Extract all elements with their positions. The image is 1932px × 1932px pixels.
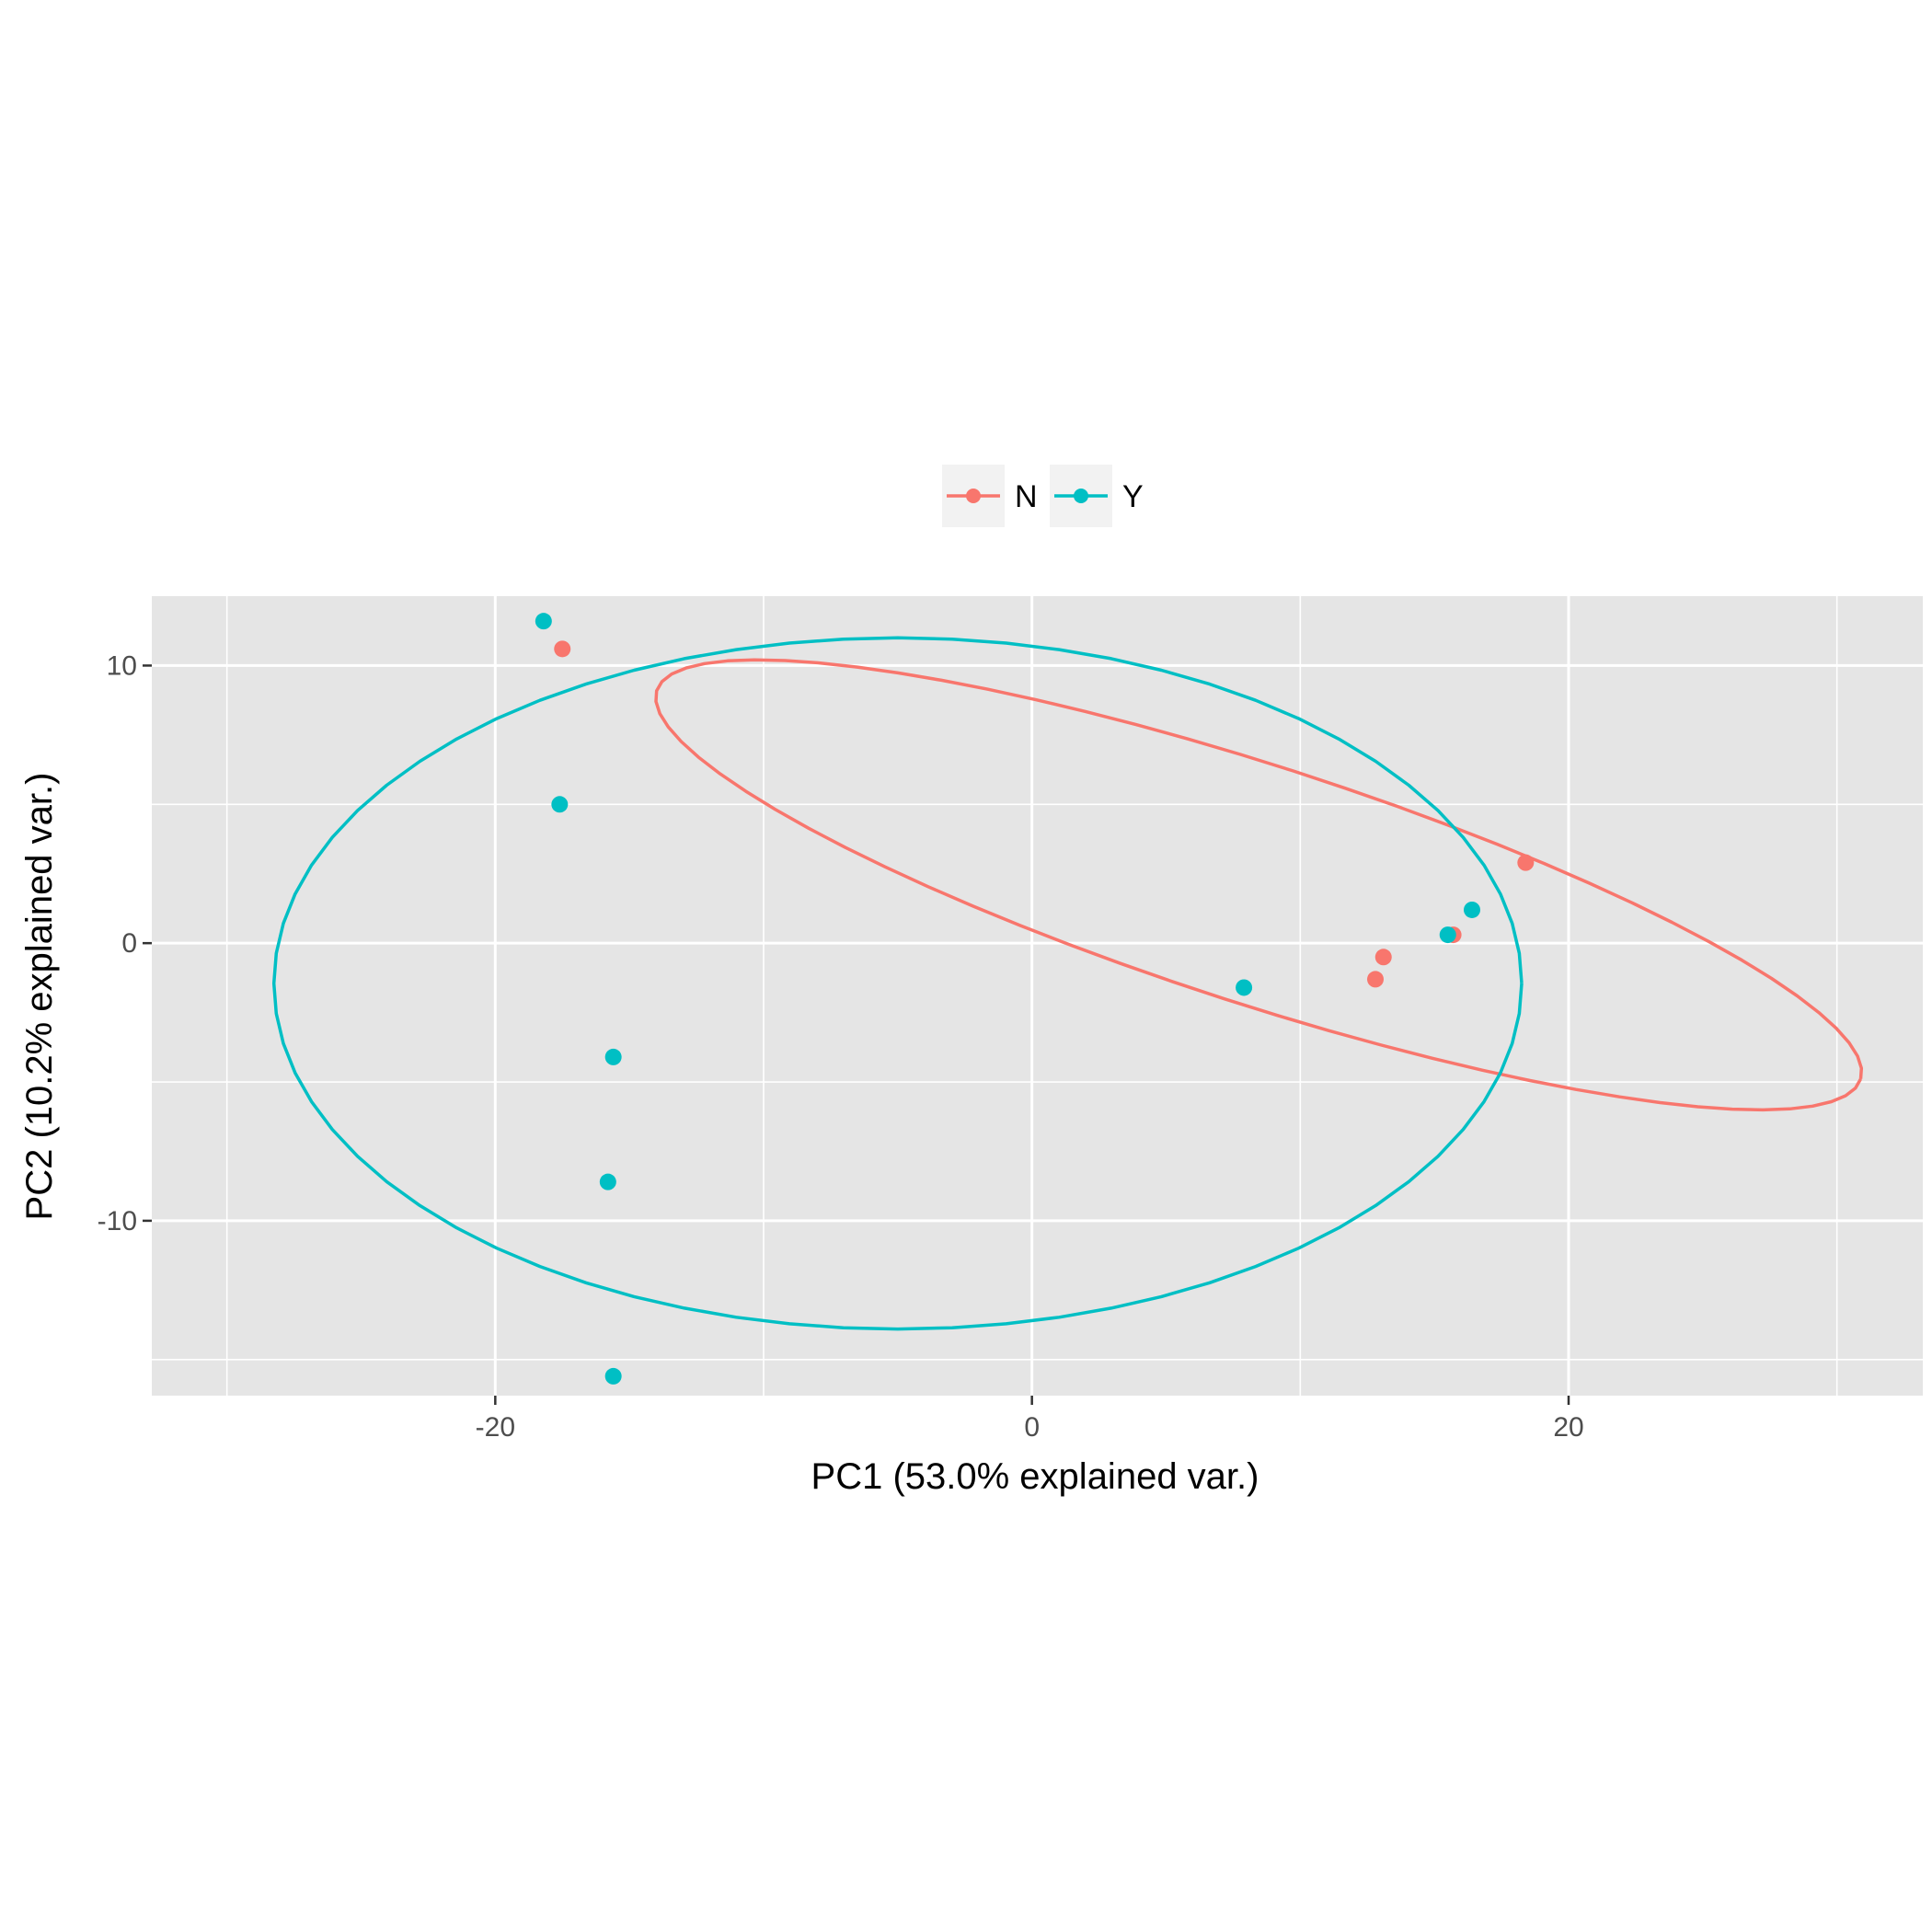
data-point-y <box>1236 979 1253 996</box>
data-point-n <box>554 640 571 658</box>
x-tick-label: -20 <box>476 1412 515 1443</box>
x-axis-title: PC1 (53.0% explained var.) <box>811 1456 1259 1497</box>
data-point-n <box>1367 971 1384 988</box>
legend: N Y <box>942 465 1144 527</box>
y-axis: -10 0 10 <box>98 650 152 1236</box>
x-tick-label: 0 <box>1024 1412 1040 1443</box>
plot-panel <box>152 596 1923 1396</box>
data-point-y <box>551 796 569 813</box>
data-point-y <box>535 613 552 630</box>
data-point-y <box>1464 901 1480 918</box>
data-point-y <box>604 1048 622 1065</box>
legend-key-y-point <box>1074 489 1088 503</box>
data-point-y <box>599 1173 616 1190</box>
data-point-n <box>1517 854 1535 871</box>
legend-key-n-point <box>966 489 981 503</box>
x-tick-label: 20 <box>1553 1412 1583 1443</box>
y-tick-label: 0 <box>121 928 137 959</box>
y-tick-label: 10 <box>107 650 137 681</box>
ellipses <box>271 636 1864 1331</box>
legend-label-y: Y <box>1122 479 1144 514</box>
x-axis: -20 0 20 <box>476 1396 1584 1443</box>
legend-label-n: N <box>1015 479 1038 514</box>
data-point-n <box>1374 949 1392 966</box>
grid-minor <box>152 596 1923 1396</box>
grid-major <box>152 596 1923 1396</box>
y-tick-label: -10 <box>98 1206 137 1236</box>
data-point-y <box>604 1367 622 1385</box>
y-axis-title: PC2 (10.2% explained var.) <box>19 773 60 1221</box>
points <box>535 613 1535 1385</box>
data-point-y <box>1439 926 1456 944</box>
ellipse-n <box>654 658 1864 1112</box>
ellipse-y <box>271 636 1524 1331</box>
